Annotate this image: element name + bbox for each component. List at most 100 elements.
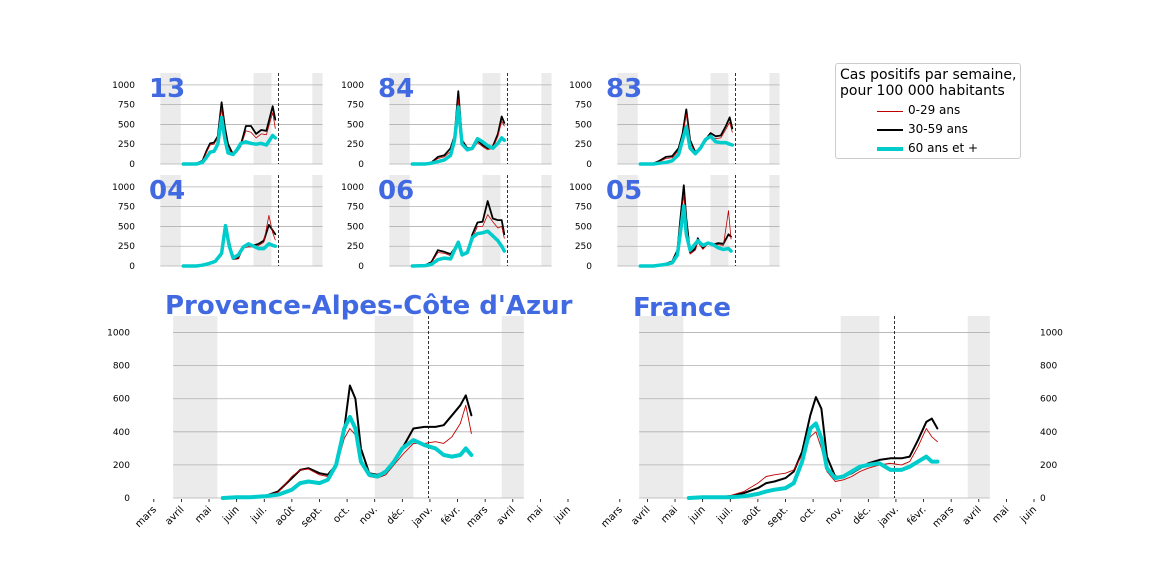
series-line-senior xyxy=(686,421,940,500)
shaded-period xyxy=(840,316,880,498)
y-tick-label: 1000 xyxy=(569,183,592,193)
small-panel-3: 0 250 500 750 1000 04 xyxy=(112,175,323,272)
x-tick-label: mai xyxy=(193,504,214,525)
series-line-senior xyxy=(181,115,278,166)
shaded-period xyxy=(617,175,638,266)
series-line-young xyxy=(688,428,938,499)
legend-label-mid: 30-59 ans xyxy=(908,122,968,136)
y-tick-label: 800 xyxy=(113,362,130,372)
x-tick-label: oct. xyxy=(797,504,818,525)
series-line-senior xyxy=(638,125,735,166)
series-line-mid xyxy=(411,90,506,165)
small-panel-1: 0 250 500 750 1000 84 xyxy=(341,73,552,170)
series-line-senior xyxy=(220,414,474,500)
x-tick-label: nov. xyxy=(823,504,845,526)
y-tick-label: 0 xyxy=(129,262,135,272)
x-tick-label: mars xyxy=(133,504,159,530)
shaded-period xyxy=(160,73,181,164)
x-tick-label: juin xyxy=(686,504,707,525)
chart-legend: Cas positifs par semaine, pour 100 000 h… xyxy=(835,63,1021,159)
small-panel-0: 0 250 500 750 1000 13 xyxy=(112,73,323,170)
shaded-period xyxy=(541,175,552,266)
x-tick-label: mars xyxy=(599,504,625,530)
series-line-senior xyxy=(181,223,278,268)
y-tick-label: 250 xyxy=(575,242,592,252)
y-tick-label: 400 xyxy=(1040,428,1057,438)
x-tick-label: juin xyxy=(552,504,573,525)
x-tick-label: sept. xyxy=(765,504,790,529)
y-tick-label: 0 xyxy=(586,160,592,170)
series-line-young xyxy=(182,108,276,165)
y-tick-label: 0 xyxy=(124,494,130,504)
y-tick-label: 250 xyxy=(575,140,592,150)
shaded-period xyxy=(173,316,218,498)
x-tick-label: nov. xyxy=(357,504,379,526)
y-tick-label: 1000 xyxy=(107,329,130,339)
panel-label: 04 xyxy=(149,176,185,206)
y-tick-label: 1000 xyxy=(341,183,364,193)
y-tick-label: 0 xyxy=(358,262,364,272)
y-tick-label: 1000 xyxy=(341,81,364,91)
y-tick-label: 250 xyxy=(347,140,364,150)
x-tick-label: mars xyxy=(931,504,957,530)
panel-title: Provence-Alpes-Côte d'Azur xyxy=(165,291,573,321)
y-tick-label: 500 xyxy=(575,222,592,232)
series-line-senior xyxy=(410,105,507,166)
shaded-period xyxy=(374,316,414,498)
x-tick-label: avril xyxy=(629,504,652,527)
x-tick-label: oct. xyxy=(331,504,352,525)
x-tick-label: mars xyxy=(465,504,491,530)
x-tick-label: mai xyxy=(525,504,546,525)
y-tick-label: 750 xyxy=(575,101,592,111)
small-panel-4: 0 250 500 750 1000 06 xyxy=(341,175,552,272)
panel-label: 84 xyxy=(378,74,414,104)
y-tick-label: 750 xyxy=(118,101,135,111)
legend-label-senior: 60 ans et + xyxy=(908,141,979,155)
shaded-period xyxy=(160,175,181,266)
y-tick-label: 500 xyxy=(347,120,364,130)
y-tick-label: 200 xyxy=(1040,461,1057,471)
y-tick-label: 400 xyxy=(113,428,130,438)
y-tick-label: 250 xyxy=(118,242,135,252)
panel-label: 05 xyxy=(606,176,642,206)
panel-label: 13 xyxy=(149,74,185,104)
shaded-period xyxy=(710,175,729,266)
series-line-mid xyxy=(687,396,939,499)
y-tick-label: 800 xyxy=(1040,362,1057,372)
series-line-young xyxy=(639,113,733,165)
x-tick-label: avril xyxy=(961,504,984,527)
y-tick-label: 0 xyxy=(1040,494,1046,504)
legend-swatch-mid xyxy=(877,129,903,131)
x-tick-label: déc. xyxy=(384,504,407,527)
x-tick-label: juil. xyxy=(714,504,735,525)
legend-title: Cas positifs par semaine, pour 100 000 h… xyxy=(840,67,1017,99)
x-tick-label: juin xyxy=(1018,504,1039,525)
y-tick-label: 600 xyxy=(1040,395,1057,405)
panel-label: 83 xyxy=(606,74,642,104)
series-line-senior xyxy=(638,204,733,268)
y-tick-label: 250 xyxy=(118,140,135,150)
x-tick-label: avril xyxy=(163,504,186,527)
x-tick-label: avril xyxy=(495,504,518,527)
x-tick-label: févr. xyxy=(439,504,463,528)
y-tick-label: 0 xyxy=(358,160,364,170)
shaded-period xyxy=(769,73,780,164)
y-tick-label: 750 xyxy=(118,203,135,213)
x-tick-label: janv. xyxy=(876,504,901,529)
legend-label-young: 0-29 ans xyxy=(908,103,961,117)
legend-swatch-senior xyxy=(877,147,903,151)
shaded-period xyxy=(639,316,684,498)
shaded-period xyxy=(389,73,410,164)
series-line-mid xyxy=(182,101,277,165)
shaded-period xyxy=(501,316,524,498)
small-panel-2: 0 250 500 750 1000 83 xyxy=(569,73,780,170)
y-tick-label: 500 xyxy=(575,120,592,130)
y-tick-label: 500 xyxy=(118,120,135,130)
x-tick-label: juin xyxy=(220,504,241,525)
x-tick-label: sept. xyxy=(299,504,324,529)
x-tick-label: juil. xyxy=(248,504,269,525)
y-tick-label: 1000 xyxy=(112,183,135,193)
y-tick-label: 750 xyxy=(575,203,592,213)
shaded-period xyxy=(312,175,323,266)
